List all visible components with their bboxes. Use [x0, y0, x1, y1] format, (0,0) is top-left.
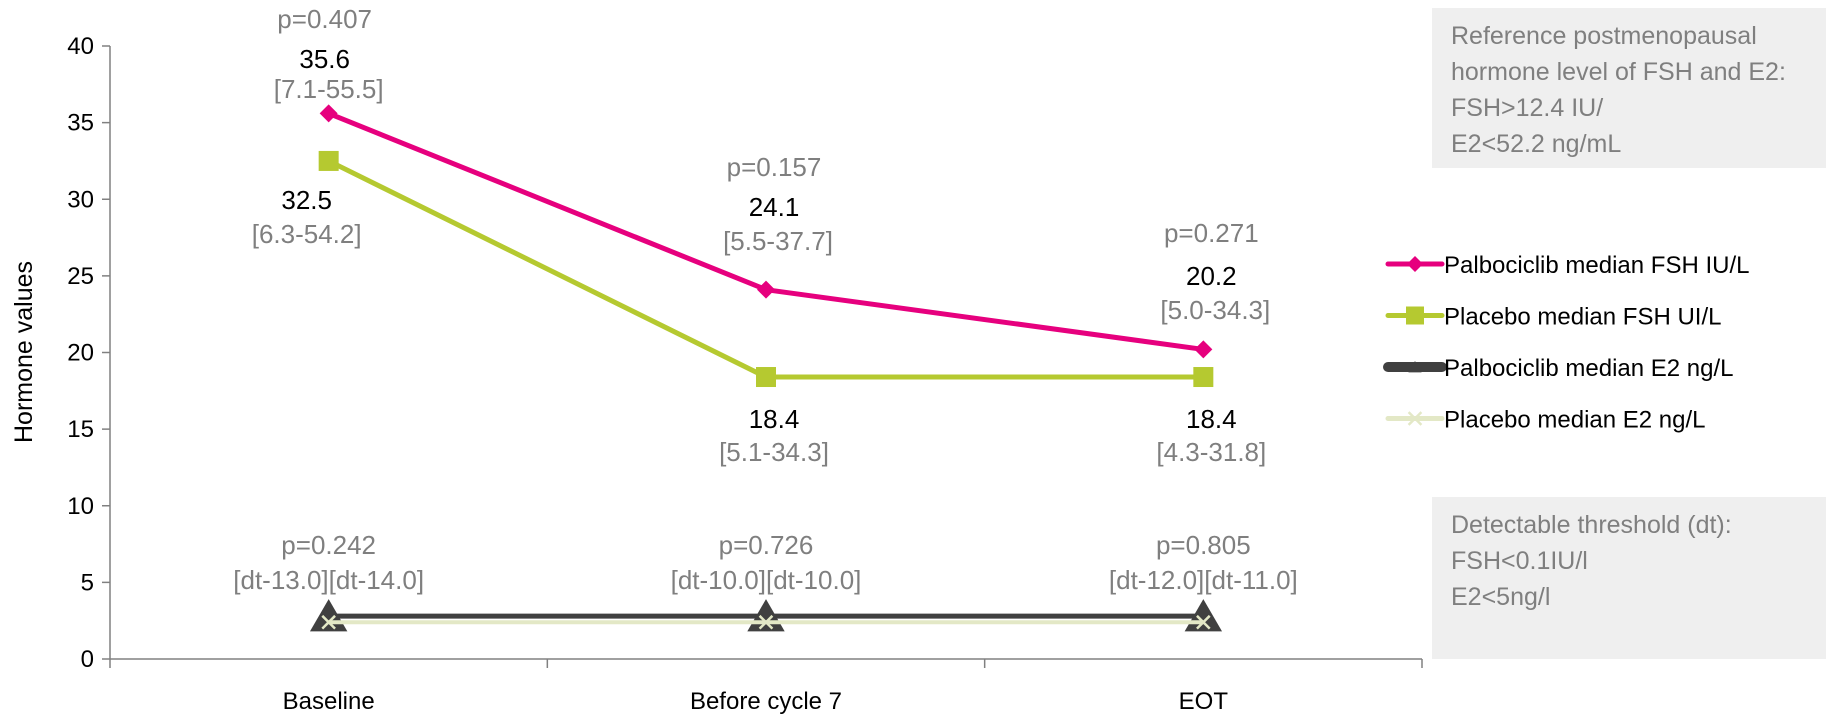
y-tick-label: 10: [67, 493, 94, 520]
palbo-fsh-range-label: [5.5-37.7]: [723, 226, 833, 256]
placebo-fsh-range-label: [6.3-54.2]: [252, 219, 362, 249]
x-tick-label: Before cycle 7: [690, 688, 842, 714]
info-box-bg: [1432, 8, 1826, 168]
x-tick-label: Baseline: [283, 688, 375, 714]
series-palbociclib-median-e2-ng-l: [309, 599, 1223, 632]
data-point: [319, 104, 338, 123]
data-annotations: p=0.407 35.6[7.1-55.5] 32.5 [6.3-54.2] p=0.2…: [233, 4, 1297, 595]
axes: 0 5 10 15 20 25 30 35 40 Baseline Before cycle 7 EO…: [10, 33, 1423, 714]
y-tick-label: 20: [67, 340, 94, 367]
fsh-p-value: p=0.271: [1164, 218, 1259, 248]
data-point: [1194, 340, 1213, 359]
legend-label: Palbociclib median FSH IU/L: [1444, 252, 1749, 279]
info-box-line: Reference postmenopausal: [1451, 22, 1757, 50]
e2-range-label: [dt-10.0][dt-10.0]: [671, 565, 862, 595]
palbo-fsh-range-label: [7.1-55.5]: [274, 74, 384, 104]
y-tick-label: 30: [67, 186, 94, 213]
placebo-fsh-range-label: [5.1-34.3]: [719, 437, 829, 467]
e2-range-label: [dt-13.0][dt-14.0]: [233, 565, 424, 595]
info-box-line: hormone level of FSH and E2:: [1451, 58, 1786, 86]
legend-label: Palbociclib median E2 ng/L: [1444, 355, 1734, 382]
data-point: [1196, 614, 1211, 630]
legend-item: Placebo median E2 ng/L: [1385, 407, 1706, 434]
placebo-fsh-value-label: 32.5: [281, 185, 332, 215]
y-tick-label: 35: [67, 110, 94, 137]
series-placebo-median-fsh-ui-l: [318, 150, 1214, 388]
placebo-fsh-value-label: 18.4: [1186, 404, 1237, 434]
data-point: [1407, 411, 1423, 426]
e2-p-value: p=0.805: [1156, 530, 1251, 560]
e2-p-value: p=0.726: [719, 530, 814, 560]
info-box-line: E2<52.2 ng/mL: [1451, 130, 1621, 158]
data-point: [757, 280, 775, 299]
palbo-fsh-range-label: [5.0-34.3]: [1160, 295, 1270, 325]
info-box-line: Detectable threshold (dt):: [1451, 511, 1732, 539]
y-tick-label: 25: [67, 263, 94, 290]
legend-item: Placebo median FSH UI/L: [1385, 304, 1721, 331]
data-point: [1407, 256, 1423, 272]
palbo-fsh-value-label: 35.6: [299, 44, 350, 74]
y-tick-label: 0: [81, 646, 94, 673]
info-box-line: FSH>12.4 IU/: [1451, 94, 1603, 122]
data-point: [321, 614, 336, 630]
palbo-fsh-value-label: 24.1: [749, 192, 800, 222]
palbo-fsh-value-label: 20.2: [1186, 261, 1237, 291]
y-tick-label: 5: [81, 569, 94, 596]
y-axis-title: Hormone values: [10, 261, 38, 443]
info-box-line: FSH<0.1IU/l: [1451, 547, 1588, 575]
fsh-p-value: p=0.157: [727, 152, 822, 182]
data-point: [1408, 361, 1422, 373]
data-point: [758, 614, 774, 630]
y-tick-label: 15: [67, 416, 94, 443]
data-point: [318, 150, 339, 171]
placebo-fsh-value-label: 18.4: [749, 404, 800, 434]
series-placebo-median-e2-ng-l: [321, 614, 1211, 630]
e2-p-value: p=0.242: [281, 530, 376, 560]
x-tick-label: EOT: [1179, 688, 1229, 714]
placebo-fsh-range-label: [4.3-31.8]: [1156, 437, 1266, 467]
y-tick-label: 40: [67, 33, 94, 60]
data-point: [1406, 306, 1424, 325]
legend-label: Placebo median E2 ng/L: [1444, 407, 1706, 434]
legend-item: Palbociclib median E2 ng/L: [1383, 355, 1734, 382]
series-palbociclib-median-fsh-iu-l: [319, 104, 1213, 359]
data-point: [756, 367, 776, 388]
legend: Palbociclib median FSH IU/L Placebo media…: [1383, 252, 1749, 434]
legend-label: Placebo median FSH UI/L: [1444, 304, 1721, 331]
info-box-bg: [1432, 497, 1826, 659]
info-boxes: Reference postmenopausal hormone level of…: [1432, 8, 1826, 659]
series-lines: [309, 104, 1223, 632]
e2-range-label: [dt-12.0][dt-11.0]: [1109, 565, 1298, 595]
fsh-p-value: p=0.407: [277, 4, 372, 34]
data-point: [1193, 367, 1214, 388]
info-box-line: E2<5ng/l: [1451, 583, 1550, 611]
legend-item: Palbociclib median FSH IU/L: [1385, 252, 1749, 279]
